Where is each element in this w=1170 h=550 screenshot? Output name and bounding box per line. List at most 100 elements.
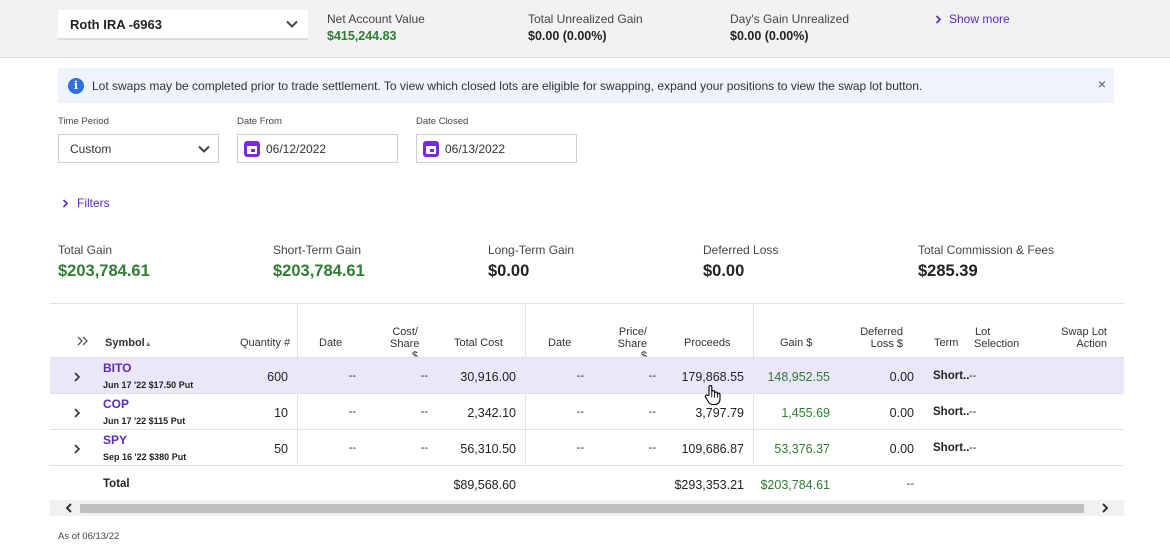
chevron-left-icon[interactable] <box>62 501 76 515</box>
summary-label: Deferred Loss <box>703 243 779 257</box>
symbol-column-header[interactable]: Symbol▲ <box>105 337 152 351</box>
gain-cell: 53,376.37 <box>774 442 830 456</box>
total-label: Total <box>103 478 130 490</box>
date-closed-label: Date Closed <box>416 116 469 127</box>
open-date-column-header[interactable]: Date <box>319 337 343 349</box>
summary-deferred-loss: Deferred Loss $0.00 <box>703 243 778 281</box>
chevron-right-icon[interactable] <box>72 371 82 383</box>
total-cost-cell: 56,310.50 <box>460 442 516 456</box>
table-row[interactable] <box>50 358 1124 393</box>
total-cost-sum: $89,568.60 <box>453 478 516 492</box>
symbol-link[interactable]: COP <box>103 397 130 411</box>
lot-selection-cell: -- <box>969 442 977 454</box>
table-divider <box>50 429 1124 430</box>
close-date-column-header[interactable]: Date <box>548 337 572 349</box>
net-account-value: Net Account Value $415,244.83 <box>327 12 425 43</box>
price-share-cell: -- <box>648 370 656 382</box>
cost-share-cell: -- <box>420 406 428 418</box>
lot-selection-cell: -- <box>969 406 977 418</box>
calendar-icon[interactable] <box>244 140 260 157</box>
header-line: Loss $ <box>870 338 903 350</box>
close-icon[interactable]: × <box>1097 76 1106 92</box>
gain-cell: 1,455.69 <box>781 406 830 420</box>
date-from-value: 06/12/2022 <box>266 141 327 156</box>
account-select[interactable]: Roth IRA -6963 <box>58 10 308 40</box>
price-share-cell: -- <box>648 406 656 418</box>
realized-gains-table: Symbol▲ Quantity # Date Cost/ Share $ To… <box>50 303 1124 503</box>
account-select-value: Roth IRA -6963 <box>70 16 162 32</box>
summary-label: Total Commission & Fees <box>918 243 1055 257</box>
term-cell: Short.. <box>933 442 970 454</box>
chevron-right-icon[interactable] <box>1098 501 1112 515</box>
summary-long-term-gain: Long-Term Gain $0.00 <box>488 243 574 281</box>
open-date-cell: -- <box>348 370 356 382</box>
deferred-loss-sum: -- <box>906 478 914 490</box>
date-from-label: Date From <box>237 116 282 127</box>
summary-value: $0.00 <box>488 262 530 280</box>
term-cell: Short.. <box>933 370 970 382</box>
hand-cursor-icon <box>704 385 721 406</box>
header-line: Deferred <box>860 326 903 338</box>
time-period-value: Custom <box>70 141 112 156</box>
header-line: Swap Lot <box>1061 326 1107 338</box>
table-divider <box>50 465 1124 466</box>
summary-value: $203,784.61 <box>58 262 150 280</box>
stat-label: Net Account Value <box>327 12 425 26</box>
stat-label: Day's Gain Unrealized <box>730 12 850 26</box>
swap-lot-column-header[interactable]: Swap Lot Action <box>1055 326 1107 350</box>
date-closed-value: 06/13/2022 <box>445 141 506 156</box>
proceeds-cell: 3,797.79 <box>695 406 744 420</box>
term-column-header[interactable]: Term <box>934 337 959 349</box>
filters-toggle[interactable]: Filters <box>62 196 110 210</box>
proceeds-cell: 179,868.55 <box>681 370 744 384</box>
option-description: Jun 17 '22 $17.50 Put <box>103 380 194 390</box>
cost-share-column-header[interactable]: Cost/ Share $ <box>390 326 419 362</box>
summary-short-term-gain: Short-Term Gain $203,784.61 <box>273 243 365 281</box>
chevron-down-icon <box>286 20 298 28</box>
summary-total-gain: Total Gain $203,784.61 <box>58 243 150 281</box>
gain-column-header[interactable]: Gain $ <box>780 337 813 349</box>
quantity-cell: 10 <box>274 406 288 420</box>
quantity-column-header[interactable]: Quantity # <box>240 337 291 349</box>
header-line: Price/ <box>618 326 647 338</box>
calendar-icon[interactable] <box>423 140 439 157</box>
close-date-cell: -- <box>576 406 584 418</box>
show-more-link[interactable]: Show more <box>935 12 1010 26</box>
deferred-loss-column-header[interactable]: Deferred Loss $ <box>855 326 903 350</box>
expand-all-icon[interactable] <box>77 335 89 347</box>
date-from-input[interactable]: 06/12/2022 <box>237 134 398 163</box>
account-summary-bar: Roth IRA -6963 Net Account Value $415,24… <box>0 0 1170 58</box>
total-cost-cell: 2,342.10 <box>467 406 516 420</box>
lot-selection-column-header[interactable]: Lot Selection <box>974 326 1019 350</box>
chevron-right-icon <box>62 198 69 208</box>
time-period-select[interactable]: Custom <box>58 134 219 163</box>
cost-share-cell: -- <box>420 442 428 454</box>
symbol-link[interactable]: SPY <box>103 433 128 447</box>
price-share-column-header[interactable]: Price/ Share $ <box>609 326 647 362</box>
cost-share-cell: -- <box>420 370 428 382</box>
gain-sum: $203,784.61 <box>760 478 830 492</box>
horizontal-scrollbar[interactable] <box>50 500 1124 516</box>
date-closed-input[interactable]: 06/13/2022 <box>416 134 577 163</box>
close-date-cell: -- <box>576 370 584 382</box>
header-line: Cost/ <box>392 326 418 338</box>
deferred-loss-cell: 0.00 <box>889 442 914 456</box>
scrollbar-thumb[interactable] <box>80 504 1084 513</box>
chevron-right-icon[interactable] <box>72 443 82 455</box>
summary-label: Long-Term Gain <box>488 243 575 257</box>
chevron-right-icon <box>935 14 942 24</box>
table-divider <box>50 357 1124 358</box>
lot-swap-info-banner: i Lot swaps may be completed prior to tr… <box>58 68 1114 103</box>
total-cost-column-header[interactable]: Total Cost <box>454 337 503 349</box>
sort-ascending-icon: ▲ <box>144 341 152 348</box>
days-gain-unrealized: Day's Gain Unrealized $0.00 (0.00%) <box>730 12 849 43</box>
stat-label: Total Unrealized Gain <box>528 12 643 26</box>
deferred-loss-cell: 0.00 <box>889 406 914 420</box>
proceeds-column-header[interactable]: Proceeds <box>684 337 731 349</box>
option-description: Sep 16 '22 $380 Put <box>103 452 187 462</box>
stat-value: $0.00 (0.00%) <box>528 29 607 43</box>
open-date-cell: -- <box>348 442 356 454</box>
chevron-right-icon[interactable] <box>72 407 82 419</box>
summary-label: Total Gain <box>58 243 113 257</box>
symbol-link[interactable]: BITO <box>103 361 132 375</box>
